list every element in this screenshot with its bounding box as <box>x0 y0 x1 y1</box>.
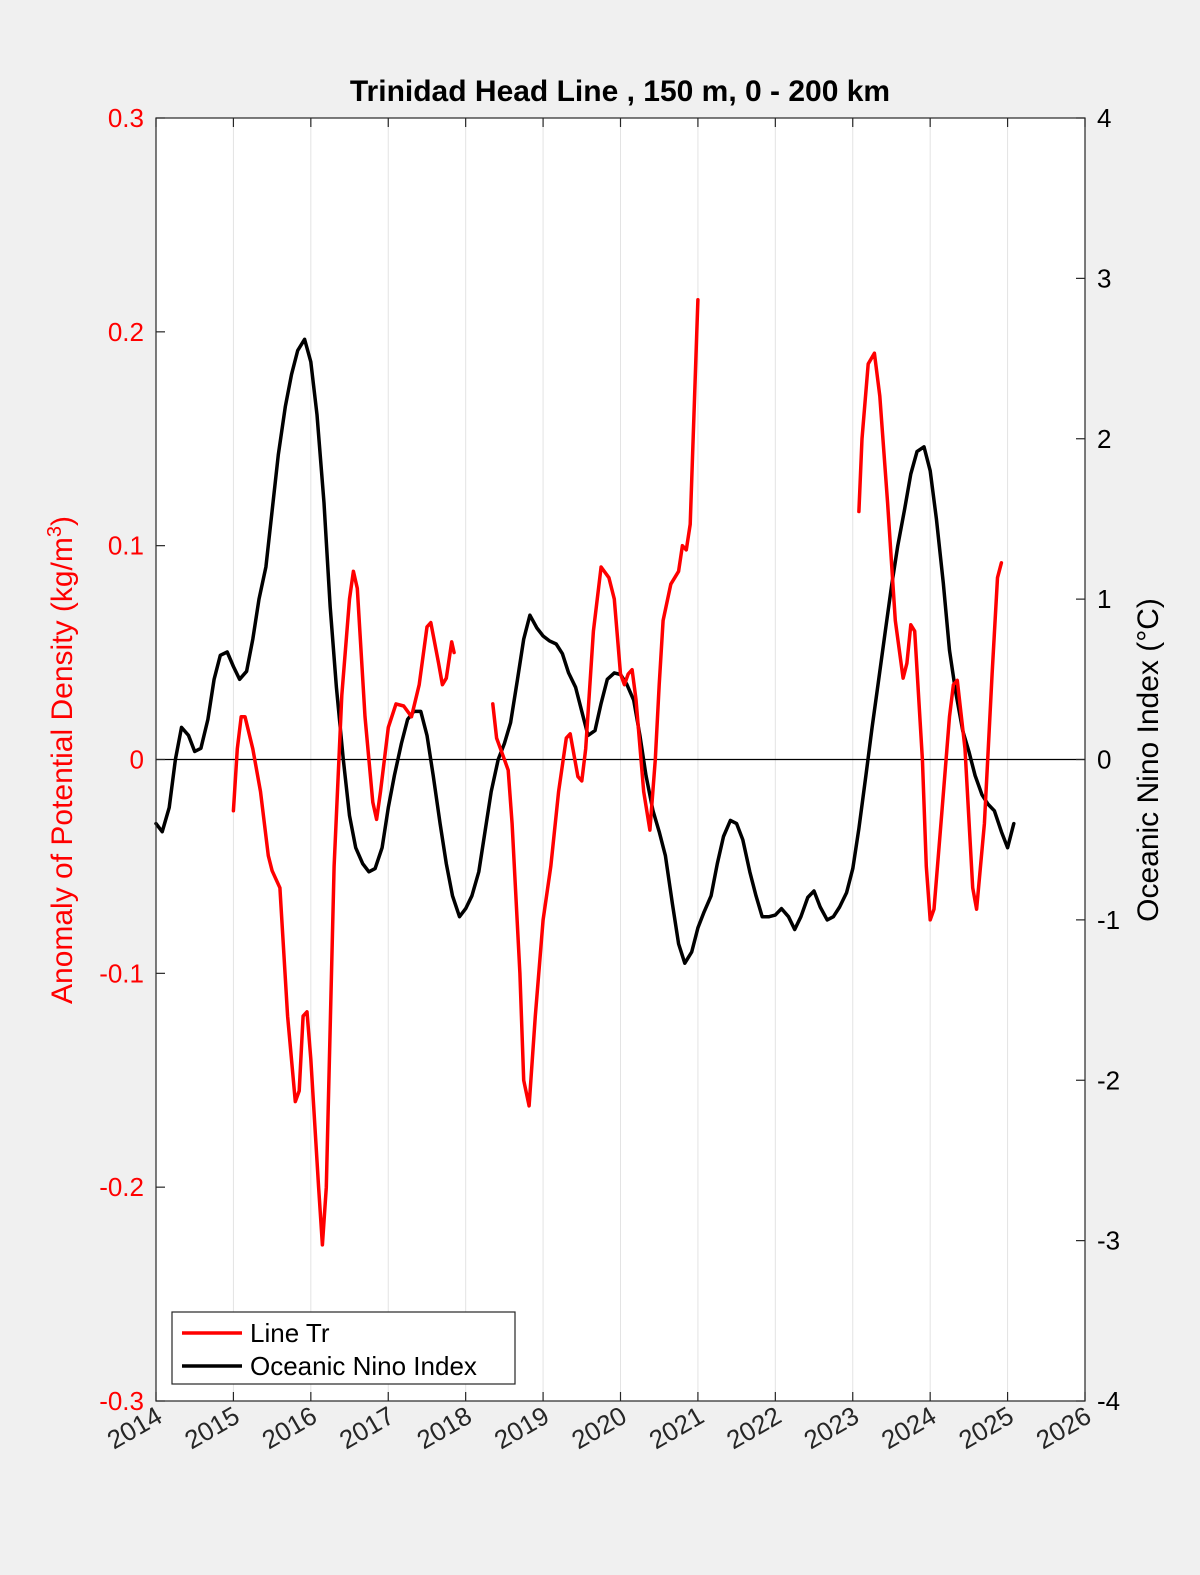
series-line-line-tr-segment-1 <box>231 569 456 1247</box>
legend[interactable]: Line Tr Oceanic Nino Index <box>171 1311 516 1385</box>
chart-title: Trinidad Head Line , 150 m, 0 - 200 km <box>350 75 890 108</box>
y-left-tick-label--0.3: -0.3 <box>99 1386 144 1416</box>
y-left-tick-label--0.2: -0.2 <box>99 1172 144 1202</box>
legend-label-oni: Oceanic Nino Index <box>250 1351 477 1381</box>
y-axis-left-label: Anomaly of Potential Density (kg/m3) <box>44 516 79 1004</box>
y-right-tick-label--2: -2 <box>1097 1065 1120 1095</box>
y-right-tick-label-1: 1 <box>1097 584 1111 614</box>
series-line-oceanic-nino-index <box>154 337 1016 965</box>
y-left-tick-label-0: 0 <box>130 745 144 775</box>
y-left-tick-label-0.1: 0.1 <box>108 531 144 561</box>
y-axis-left-label-main: Anomaly of Potential Density (kg/m <box>46 537 79 1004</box>
y-right-tick-label--1: -1 <box>1097 905 1120 935</box>
y-right-tick-label--3: -3 <box>1097 1226 1120 1256</box>
y-left-tick-label-0.2: 0.2 <box>108 317 144 347</box>
y-axis-left-label-sup: 3 <box>44 526 66 537</box>
axis-ticks <box>155 117 1086 1402</box>
series-line-line-tr-segment-3 <box>857 351 1004 922</box>
y-right-tick-label-4: 4 <box>1097 103 1111 133</box>
y-left-tick-label--0.1: -0.1 <box>99 958 144 988</box>
legend-label-line-tr: Line Tr <box>250 1318 330 1348</box>
y-right-tick-label-0: 0 <box>1097 745 1111 775</box>
y-right-tick-label-2: 2 <box>1097 424 1111 454</box>
legend-box <box>171 1311 516 1385</box>
series-layer <box>154 298 1016 1247</box>
y-axis-right-label: Oceanic Nino Index (°C) <box>1132 598 1165 922</box>
y-right-tick-label-3: 3 <box>1097 263 1111 293</box>
series-line-line-tr-segment-2 <box>491 298 700 1108</box>
y-axis-left-label-close: ) <box>46 516 79 526</box>
y-right-tick-label--4: -4 <box>1097 1386 1120 1416</box>
y-left-tick-label-0.3: 0.3 <box>108 103 144 133</box>
